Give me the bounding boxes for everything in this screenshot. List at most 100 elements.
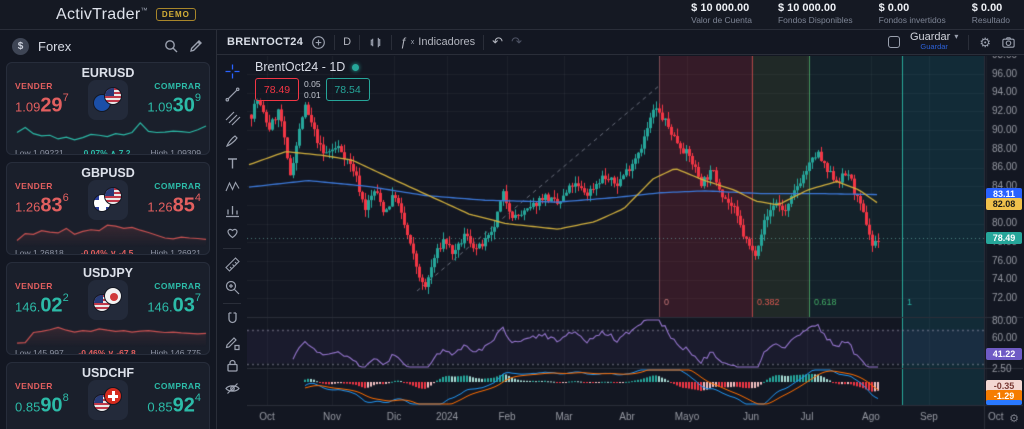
buy-quote[interactable]: COMPRAR 0.85924 [128,381,201,418]
change-arrow-icon: ∨ [107,347,114,355]
buy-price: 146.037 [147,292,202,317]
sell-quote[interactable]: VENDER 146.022 [15,281,88,318]
pair-change: -0.46% ∨ -67.8 [78,347,135,355]
timeframe-button[interactable]: D [343,36,352,48]
watchlist-card-gbpusd[interactable]: GBPUSD VENDER 1.26836 COMPRAR 1.26854 [6,162,210,255]
pair-high: High 1.09309 [150,148,201,155]
redo-icon[interactable]: ↷ [511,34,522,49]
search-icon[interactable] [163,38,179,54]
chart-plot: BrentOct24 - 1D 78.49 0.05 0.01 78.54 83… [247,56,1024,429]
flag-ch-icon [104,387,123,405]
pair-symbol: USDCHF [81,366,135,380]
pair-low: Low 1.26818 [15,248,64,255]
pair-symbol: GBPUSD [81,166,135,180]
zoom-in-icon[interactable] [224,279,241,296]
buy-label: COMPRAR [154,281,202,292]
watchlist-card-usdchf[interactable]: USDCHF VENDER 0.85908 COMPRAR 0.85924 [6,362,210,429]
sell-price: 0.85908 [15,392,69,417]
trendline-icon[interactable] [224,86,241,103]
chart-settings-gear-icon[interactable]: ⚙ [979,34,991,50]
chart-symbol-button[interactable]: BRENTOCT24 [227,36,304,48]
fx-icon: ƒ [400,35,407,49]
pair-flags [88,380,128,420]
pair-flags [88,80,128,120]
text-tool-icon[interactable] [224,155,241,172]
sell-price: 1.09297 [15,92,69,117]
main-chart-canvas[interactable] [247,56,1023,429]
buy-order-button[interactable]: 78.54 [325,78,370,101]
forecast-icon[interactable] [224,201,241,218]
pair-high: High 146.775 [150,348,201,355]
sell-quote[interactable]: VENDER 1.09297 [15,81,88,118]
metric-result: $ 0.00 Resultado [971,2,1010,26]
magnet-icon[interactable] [224,311,241,328]
channels-icon[interactable] [224,109,241,126]
flag-us-icon [104,187,123,205]
flag-us-icon [104,87,123,105]
metric-available-funds: $ 10 000.00 Fondos Disponibles [777,2,853,26]
sell-label: VENDER [15,181,53,192]
pair-low: Low 145.997 [15,348,64,355]
app-topbar: ActivTrader™ DEMO $ 10 000.00 Valor de C… [0,0,1024,30]
buy-price: 1.09309 [147,92,202,117]
watchlist-group-label[interactable]: Forex [38,38,72,54]
buy-quote[interactable]: COMPRAR 1.26854 [128,181,201,218]
spread-values: 0.05 0.01 [304,78,321,100]
account-metrics: $ 10 000.00 Valor de Cuenta $ 10 000.00 … [691,3,1010,26]
sell-quote[interactable]: VENDER 0.85908 [15,381,88,418]
metric-invested-funds: $ 0.00 Fondos invertidos [878,2,946,26]
lock-all-icon[interactable] [224,357,241,374]
forex-group-icon: $ [12,37,29,55]
drawing-toolbar [217,56,247,429]
pair-symbol: USDJPY [82,266,134,280]
pair-sparkline [15,218,208,247]
buy-price: 1.26854 [147,192,202,217]
flag-jp-icon [104,287,123,305]
measure-ruler-icon[interactable] [224,256,241,273]
sell-order-button[interactable]: 78.49 [255,78,299,101]
pair-change: 0.07% ∧ 7.2 [84,147,131,155]
sell-price: 1.26836 [15,192,69,217]
screenshot-camera-icon[interactable] [1001,35,1016,50]
draw-lock-icon[interactable] [224,334,241,351]
watchlist-card-eurusd[interactable]: EURUSD VENDER 1.09297 COMPRAR 1.09309 [6,62,210,155]
pair-low: Low 1.09221 [15,148,64,155]
pair-change: -0.04% ∨ -4.5 [81,248,134,255]
brush-icon[interactable] [224,132,241,149]
chart-style-icon[interactable] [368,35,383,50]
watchlist-sidebar: $ Forex EURUSD VENDER 1.09297 [0,30,217,429]
xabcd-pattern-icon[interactable] [224,178,241,195]
buy-label: COMPRAR [154,81,202,92]
hide-drawings-eye-icon[interactable] [224,380,241,397]
edit-watchlist-icon[interactable] [188,38,204,54]
emoji-heart-icon[interactable] [224,224,241,241]
sell-label: VENDER [15,281,53,292]
time-axis-gear-icon[interactable]: ⚙ [1009,413,1019,425]
metric-account-value: $ 10 000.00 Valor de Cuenta [691,2,752,26]
layout-grid-icon[interactable] [887,36,900,48]
sell-quote[interactable]: VENDER 1.26836 [15,181,88,218]
buy-label: COMPRAR [154,381,202,392]
undo-icon[interactable]: ↶ [492,34,504,49]
save-button[interactable]: Guardar ▾ Guardar [909,31,959,52]
pair-flags [88,180,128,220]
chevron-down-icon: ▾ [954,32,959,41]
crosshair-icon[interactable] [224,63,241,80]
change-arrow-icon: ∧ [110,147,117,155]
buy-quote[interactable]: COMPRAR 1.09309 [128,81,201,118]
compare-add-icon[interactable] [311,35,326,50]
pair-flags [88,280,128,320]
sell-label: VENDER [15,81,53,92]
app-logo: ActivTrader™ [56,5,148,23]
sell-price: 146.022 [15,292,69,317]
buy-quote[interactable]: COMPRAR 146.037 [128,281,201,318]
pair-symbol: EURUSD [81,66,135,80]
demo-badge: DEMO [155,8,196,21]
pair-sparkline [15,318,208,347]
watchlist-card-usdjpy[interactable]: USDJPY VENDER 146.022 COMPRAR 146.037 [6,262,210,355]
pair-sparkline [15,118,208,147]
pair-high: High 1.26921 [150,248,201,255]
